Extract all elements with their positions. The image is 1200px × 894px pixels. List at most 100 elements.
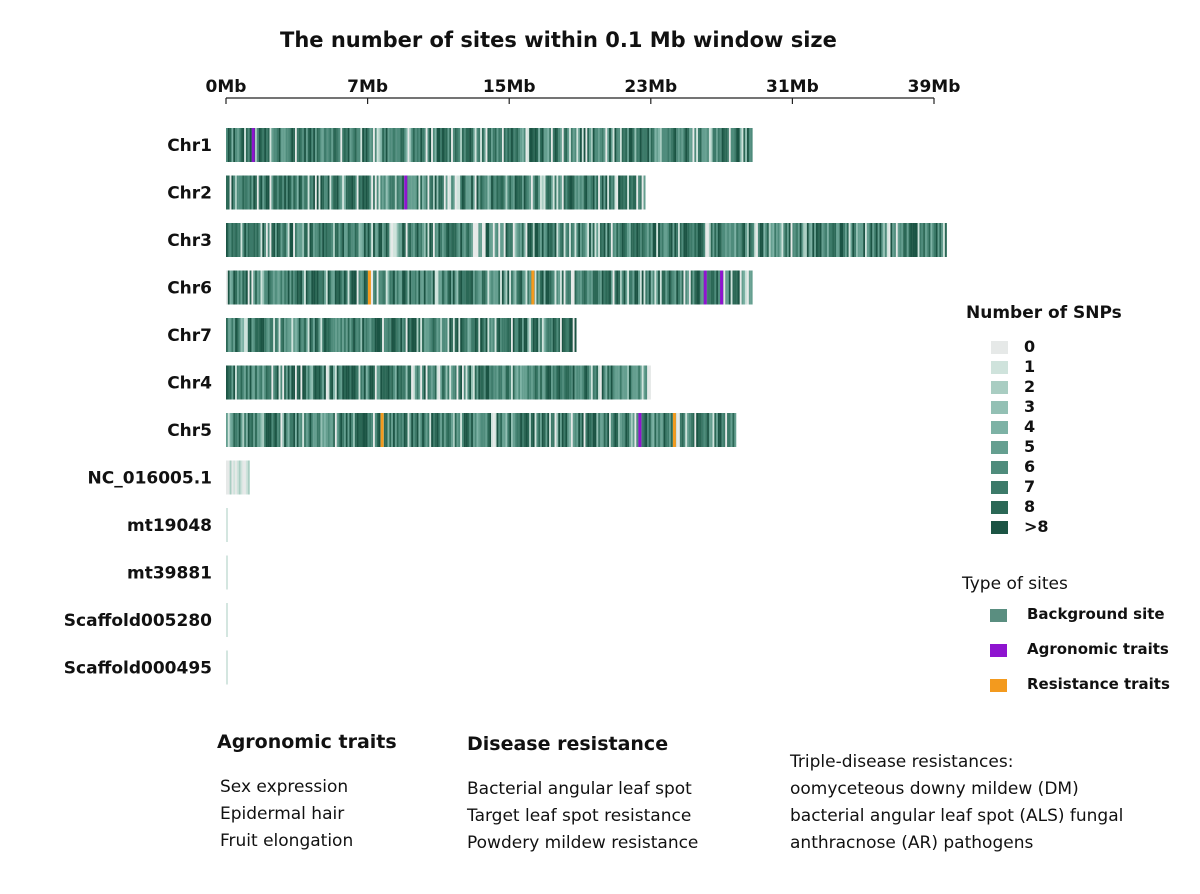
snp-window	[474, 175, 477, 210]
snp-window	[278, 223, 281, 257]
snp-window	[678, 413, 680, 447]
snp-window	[467, 270, 470, 305]
snp-window	[476, 365, 479, 400]
snp-window	[472, 175, 475, 210]
snp-window	[550, 365, 553, 400]
snp-window	[507, 175, 510, 210]
snp-window	[402, 413, 405, 447]
snp-window	[422, 318, 425, 352]
snp-window	[627, 365, 630, 400]
snp-window	[596, 270, 599, 305]
snp-window	[699, 128, 702, 162]
snp-window	[641, 365, 644, 400]
snp-window	[538, 413, 541, 447]
snp-window	[374, 413, 377, 447]
snp-window	[264, 270, 267, 305]
snp-window	[432, 318, 435, 352]
snp-window	[382, 128, 385, 162]
snp-window	[258, 175, 261, 210]
snp-window	[540, 175, 543, 210]
snp-window	[291, 175, 294, 210]
snp-window	[351, 128, 354, 162]
snp-window	[353, 270, 356, 305]
snp-window	[349, 223, 352, 257]
snp-window	[255, 318, 258, 352]
snp-window	[594, 365, 597, 400]
snp-window	[285, 318, 288, 352]
snp-window	[814, 223, 817, 257]
snp-window	[449, 413, 452, 447]
snp-window	[777, 223, 780, 257]
snp-window	[734, 270, 737, 305]
snp-window	[440, 223, 443, 257]
snp-window	[344, 128, 346, 162]
snp-window	[737, 223, 740, 257]
snp-window	[336, 223, 339, 257]
snp-window	[336, 128, 339, 162]
snp-window	[229, 175, 232, 210]
snp-window	[707, 128, 710, 162]
snp-window	[596, 365, 599, 400]
snp-window	[652, 413, 655, 447]
snp-window	[394, 365, 397, 400]
snp-window	[344, 175, 346, 210]
snp-window	[367, 128, 370, 162]
snp-window	[442, 365, 444, 400]
snp-window	[238, 223, 241, 257]
snp-window	[587, 270, 590, 305]
snp-window	[576, 270, 579, 305]
snp-window	[398, 128, 401, 162]
snp-window	[698, 128, 700, 162]
snp-window	[496, 223, 499, 257]
snp-window	[240, 270, 243, 305]
snp-window	[498, 223, 501, 257]
snp-window	[451, 175, 454, 210]
snp-window	[353, 318, 356, 352]
snp-window	[727, 128, 730, 162]
snp-window	[445, 270, 448, 305]
snp-window	[382, 318, 385, 352]
snp-window	[817, 223, 820, 257]
snp-window	[422, 175, 425, 210]
snp-window	[503, 128, 506, 162]
snp-window	[594, 413, 597, 447]
snp-window	[393, 175, 395, 210]
snp-window	[596, 223, 599, 257]
snp-window	[868, 223, 871, 257]
snp-window	[768, 223, 771, 257]
snp-window	[806, 223, 809, 257]
snp-window	[730, 128, 733, 162]
snp-window	[442, 413, 444, 447]
snp-window	[563, 223, 566, 257]
snp-window	[356, 128, 359, 162]
snp-window	[601, 128, 604, 162]
chromosome-label: Chr1	[167, 136, 212, 156]
snp-window	[917, 223, 920, 257]
snp-window	[434, 270, 437, 305]
snp-window	[934, 223, 936, 257]
snp-window	[667, 128, 670, 162]
snp-legend-label: 8	[1024, 497, 1036, 516]
snp-window	[609, 175, 612, 210]
snp-window	[545, 318, 548, 352]
snp-window	[260, 365, 263, 400]
snp-window	[585, 270, 588, 305]
snp-window	[567, 223, 570, 257]
snp-window	[687, 270, 690, 305]
snp-legend-swatch	[991, 361, 1008, 374]
snp-window	[772, 223, 775, 257]
snp-window	[307, 128, 310, 162]
snp-window	[431, 223, 434, 257]
snp-window	[420, 128, 423, 162]
snp-window	[282, 175, 285, 210]
snp-window	[538, 318, 541, 352]
snp-window	[452, 270, 455, 305]
snp-window	[403, 413, 406, 447]
snp-window	[521, 128, 524, 162]
snp-window	[574, 413, 577, 447]
snp-window	[623, 175, 626, 210]
snp-window	[701, 413, 704, 447]
snp-window	[414, 223, 417, 257]
snp-window	[610, 365, 613, 400]
snp-window	[262, 365, 265, 400]
